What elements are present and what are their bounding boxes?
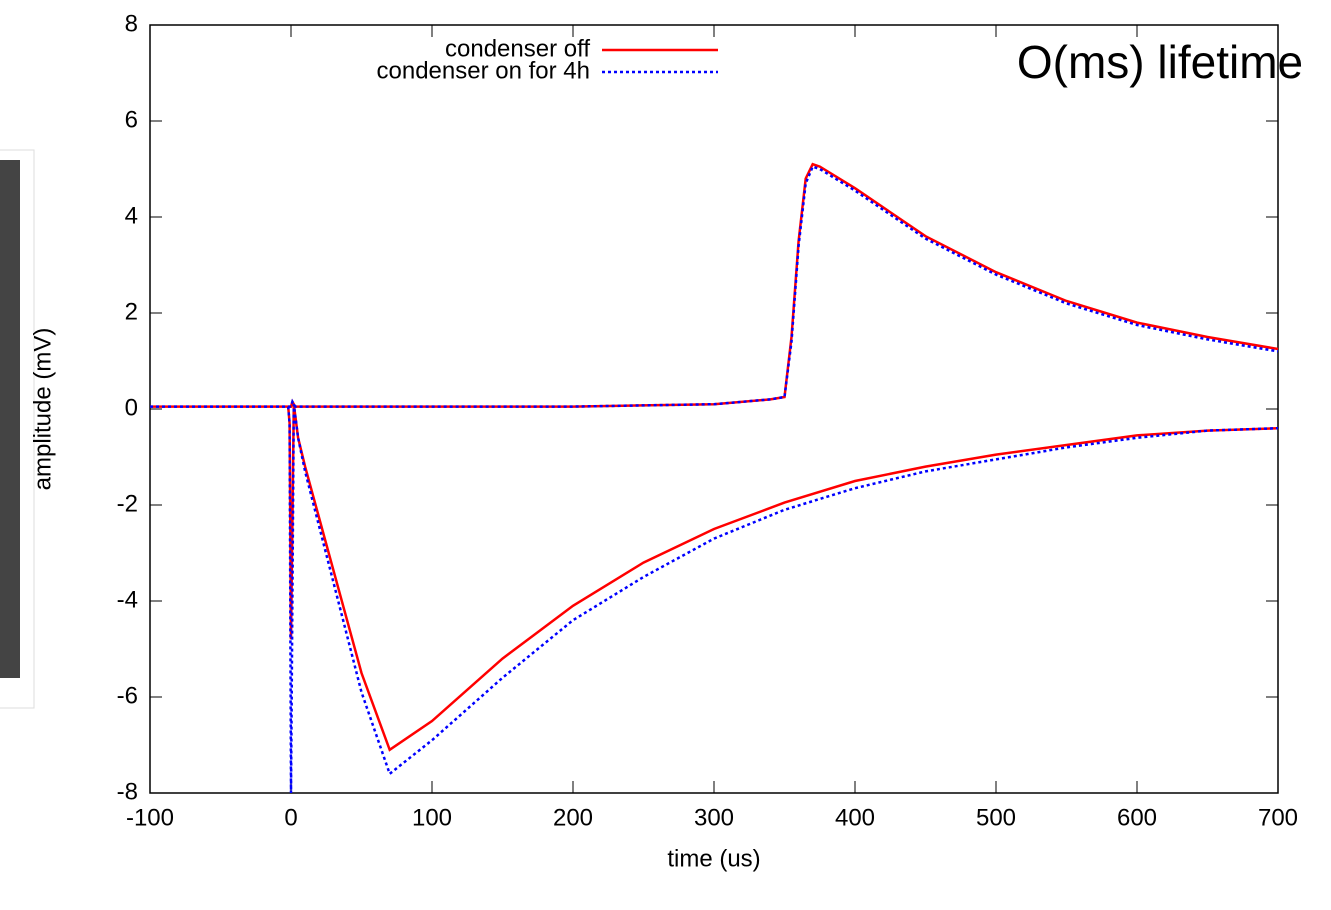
plot-frame <box>149 24 1279 794</box>
x-tick-label: -100 <box>126 804 174 831</box>
x-tick-label: 400 <box>835 804 875 831</box>
y-tick-label: 6 <box>125 106 138 133</box>
y-tick-label: -8 <box>117 778 138 805</box>
y-tick-label: -2 <box>117 490 138 517</box>
x-tick-label: 200 <box>553 804 593 831</box>
x-tick-label: 700 <box>1258 804 1298 831</box>
y-tick-label: 4 <box>125 202 138 229</box>
data-line <box>150 165 1279 794</box>
y-tick-label: 0 <box>125 394 138 421</box>
x-tick-label: 600 <box>1117 804 1157 831</box>
x-tick-label: 500 <box>976 804 1016 831</box>
y-tick-label: -6 <box>117 682 138 709</box>
x-tick-label: 0 <box>284 804 297 831</box>
legend-label: condenser off <box>445 35 590 62</box>
x-tick-label: 300 <box>694 804 734 831</box>
y-tick-label: 8 <box>125 10 138 37</box>
x-axis-label: time (us) <box>667 845 760 872</box>
annotation: O(ms) lifetime <box>1017 36 1303 88</box>
side-panel-dark <box>0 160 20 678</box>
y-tick-label: -4 <box>117 586 138 613</box>
y-axis-label: amplitude (mV) <box>29 328 56 491</box>
y-tick-label: 2 <box>125 298 138 325</box>
x-tick-label: 100 <box>412 804 452 831</box>
legend-label: condenser on for 4h <box>377 57 590 84</box>
data-line <box>150 162 1279 752</box>
